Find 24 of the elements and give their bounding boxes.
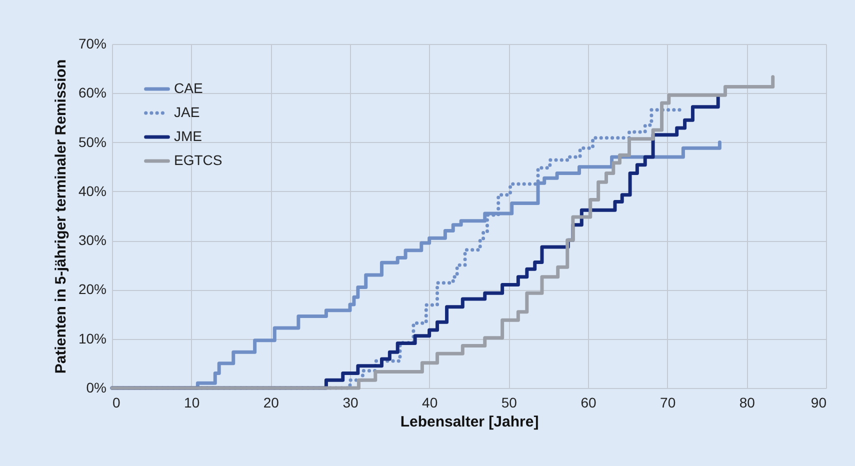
x-tick-label: 20: [263, 394, 280, 410]
x-axis-title: Lebensalter [Jahre]: [400, 414, 539, 430]
x-tick-label: 30: [342, 394, 358, 410]
y-tick-label: 70%: [78, 36, 106, 52]
x-tick-label: 80: [739, 394, 756, 410]
x-tick-label: 10: [184, 394, 200, 410]
y-tick-label: 30%: [78, 232, 106, 248]
x-tick-label: 90: [810, 394, 827, 410]
x-tick-label: 0: [112, 394, 120, 410]
y-tick-label: 10%: [78, 330, 106, 346]
y-axis-title: Patienten in 5-jähriger terminaler Remission: [52, 59, 70, 374]
x-tick-label: 70: [660, 394, 676, 410]
legend-label: CAE: [174, 80, 203, 96]
legend-label: EGTCS: [174, 152, 222, 168]
y-tick-label: 40%: [78, 182, 106, 199]
x-tick-label: 60: [580, 394, 596, 410]
y-tick-label: 50%: [78, 134, 106, 150]
legend-label: JAE: [174, 104, 200, 120]
y-tick-label: 0%: [86, 380, 106, 396]
x-tick-label: 40: [422, 394, 438, 410]
y-tick-label: 20%: [78, 281, 106, 298]
y-tick-label: 60%: [78, 84, 106, 101]
legend-label: JME: [174, 128, 202, 144]
x-tick-label: 50: [501, 394, 518, 410]
